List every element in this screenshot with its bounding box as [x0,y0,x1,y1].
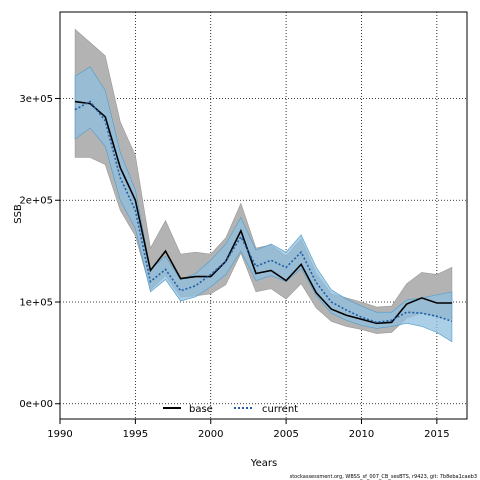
series-line-base [74,100,452,325]
y-axis: 0e+00 1e+05 2e+05 3e+05 [19,94,60,410]
x-tick-label: 2005 [273,429,298,440]
x-tick-label: 1995 [123,429,148,440]
y-tick-label: 3e+05 [19,94,53,105]
legend-label-base: base [189,404,213,415]
x-tick-label: 2000 [198,429,223,440]
y-tick-label: 0e+00 [19,399,53,410]
y-tick-label: 1e+05 [19,297,53,308]
confidence-bands [74,28,453,343]
grid-lines [60,12,467,419]
series-lines [74,100,453,325]
y-axis-title: SSB [13,204,24,224]
legend-label-current: current [262,404,298,415]
x-axis-title: Years [250,458,277,469]
legend: base current [163,404,298,415]
x-axis: 1990 1995 2000 2005 2010 2015 [47,419,450,440]
plot-frame [59,11,468,420]
band-current [74,66,453,343]
x-tick-label: 2010 [349,429,374,440]
series-line-current [74,100,453,324]
footer-credit: stockassessment.org, WBSS_sf_007_CB_sesB… [290,474,477,480]
x-tick-label: 2015 [424,429,449,440]
y-tick-label: 2e+05 [19,196,53,207]
x-tick-label: 1990 [47,429,72,440]
